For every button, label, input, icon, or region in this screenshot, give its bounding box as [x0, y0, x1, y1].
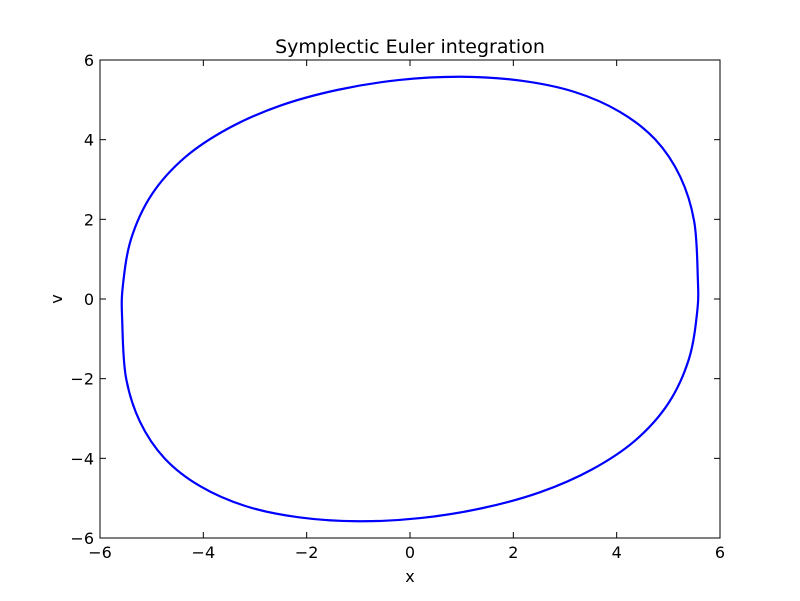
- x-axis: −6 −4 −2 0 2 4 6: [88, 60, 725, 562]
- x-tick-label: −6: [88, 543, 112, 562]
- y-tick-label: 2: [84, 210, 94, 229]
- plot-frame: [99, 59, 721, 539]
- y-tick-label: 6: [84, 51, 94, 70]
- y-tick-label: −6: [70, 529, 94, 548]
- x-tick-label: 2: [508, 543, 518, 562]
- series-line-trajectory: [120, 75, 700, 523]
- chart-title: Symplectic Euler integration: [275, 36, 545, 58]
- x-axis-label: x: [405, 567, 414, 586]
- x-tick-label: 6: [715, 543, 725, 562]
- trajectory-layer: [120, 75, 700, 523]
- y-axis: −6 −4 −2 0 2 4 6: [70, 51, 720, 548]
- y-tick-label: 4: [84, 131, 94, 150]
- x-tick-label: −4: [192, 543, 216, 562]
- x-tick-label: 0: [405, 543, 415, 562]
- y-tick-label: −4: [70, 449, 94, 468]
- y-tick-label: −2: [70, 370, 94, 389]
- y-axis-label: v: [47, 294, 66, 303]
- x-tick-label: 4: [612, 543, 622, 562]
- y-tick-label: 0: [84, 290, 94, 309]
- x-tick-label: −2: [295, 543, 319, 562]
